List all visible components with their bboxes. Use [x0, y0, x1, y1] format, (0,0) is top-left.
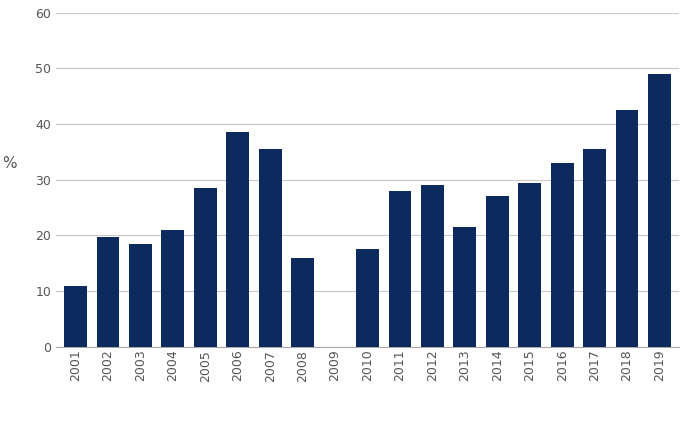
Bar — [291, 258, 314, 347]
Bar — [162, 230, 184, 347]
Bar — [648, 74, 671, 347]
Bar — [519, 183, 541, 347]
Bar — [421, 185, 444, 347]
Bar — [226, 132, 249, 347]
Text: %: % — [2, 157, 17, 171]
Bar — [129, 244, 152, 347]
Bar — [97, 236, 119, 347]
Bar — [194, 188, 216, 347]
Bar — [389, 191, 412, 347]
Bar — [486, 196, 509, 347]
Bar — [583, 149, 606, 347]
Bar — [454, 227, 476, 347]
Bar — [259, 149, 281, 347]
Bar — [551, 163, 573, 347]
Bar — [64, 286, 87, 347]
Bar — [356, 250, 379, 347]
Bar — [616, 110, 638, 347]
